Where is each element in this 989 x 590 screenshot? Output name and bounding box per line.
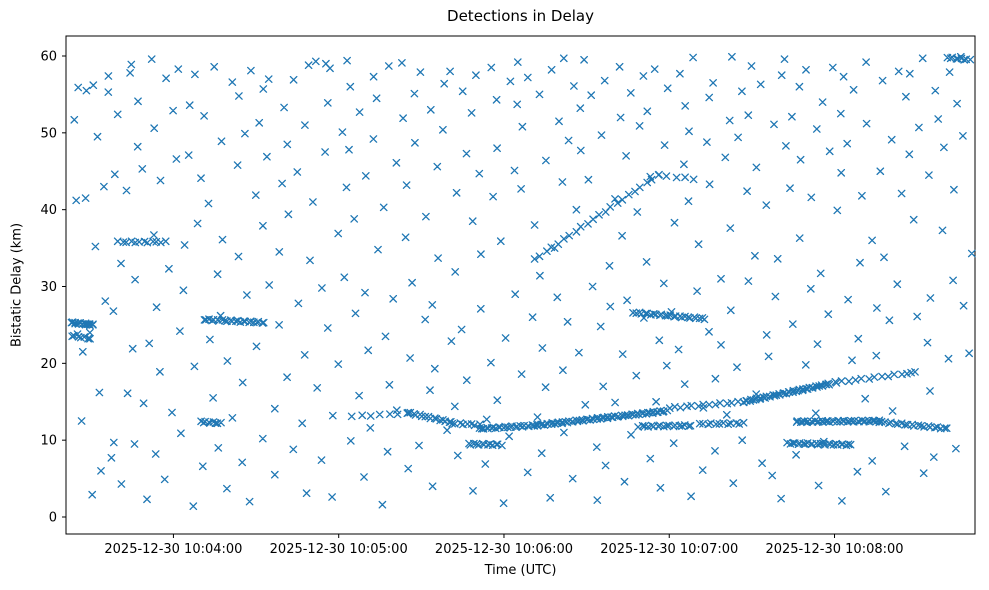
- x-tick-label: 2025-12-30 10:04:00: [104, 542, 242, 557]
- x-tick-label: 2025-12-30 10:07:00: [600, 542, 738, 557]
- x-tick-label: 2025-12-30 10:08:00: [765, 542, 903, 557]
- y-tick-label: 40: [40, 203, 57, 218]
- detection-markers: [67, 52, 976, 511]
- x-axis-label: Time (UTC): [484, 563, 557, 578]
- x-tick-label: 2025-12-30 10:05:00: [270, 542, 408, 557]
- y-tick-label: 20: [40, 357, 57, 372]
- y-tick-label: 30: [40, 280, 57, 295]
- y-tick-label: 0: [49, 511, 57, 526]
- y-tick-label: 60: [40, 50, 57, 65]
- y-tick-label: 10: [40, 434, 57, 449]
- x-tick-label: 2025-12-30 10:06:00: [435, 542, 573, 557]
- axes-border: [65, 35, 976, 535]
- chart-title: Detections in Delay: [447, 7, 594, 25]
- y-tick-label: 50: [40, 126, 57, 141]
